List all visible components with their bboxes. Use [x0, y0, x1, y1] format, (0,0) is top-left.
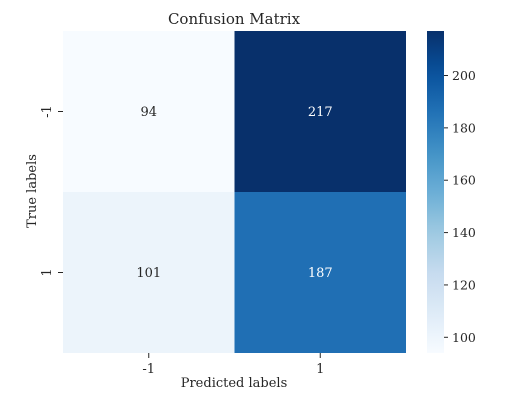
- colorbar-ticks: 100 120 140 160 180 200: [444, 68, 476, 345]
- y-tick-label: -1: [40, 105, 55, 118]
- cell-value-label: 101: [136, 266, 161, 281]
- cell-value-label: 187: [308, 266, 333, 281]
- colorbar-tick-label: 160: [452, 173, 476, 188]
- y-axis-label: True labels: [25, 154, 40, 228]
- x-axis-label: Predicted labels: [181, 376, 288, 391]
- colorbar-tick-label: 140: [452, 225, 476, 240]
- colorbar-tick-label: 100: [452, 330, 476, 345]
- heatmap-cell: [234, 31, 406, 192]
- heatmap-cell: [63, 192, 235, 353]
- heatmap-cell: [63, 31, 235, 192]
- heatmap-cells: [63, 31, 406, 353]
- chart-title: Confusion Matrix: [168, 10, 301, 28]
- cell-value-label: 217: [308, 105, 333, 120]
- colorbar-tick-label: 120: [452, 277, 476, 292]
- cell-value-labels: 94 217 101 187: [136, 105, 332, 281]
- colorbar: [427, 31, 444, 353]
- y-axis-ticks: -1 1: [40, 105, 63, 277]
- x-tick-label: -1: [142, 362, 155, 377]
- cell-value-label: 94: [140, 105, 157, 120]
- heatmap-cell: [234, 192, 406, 353]
- x-axis-ticks: -1 1: [142, 353, 324, 377]
- colorbar-tick-label: 200: [452, 68, 476, 83]
- colorbar-tick-label: 180: [452, 120, 476, 135]
- x-tick-label: 1: [316, 362, 324, 377]
- y-tick-label: 1: [40, 268, 55, 276]
